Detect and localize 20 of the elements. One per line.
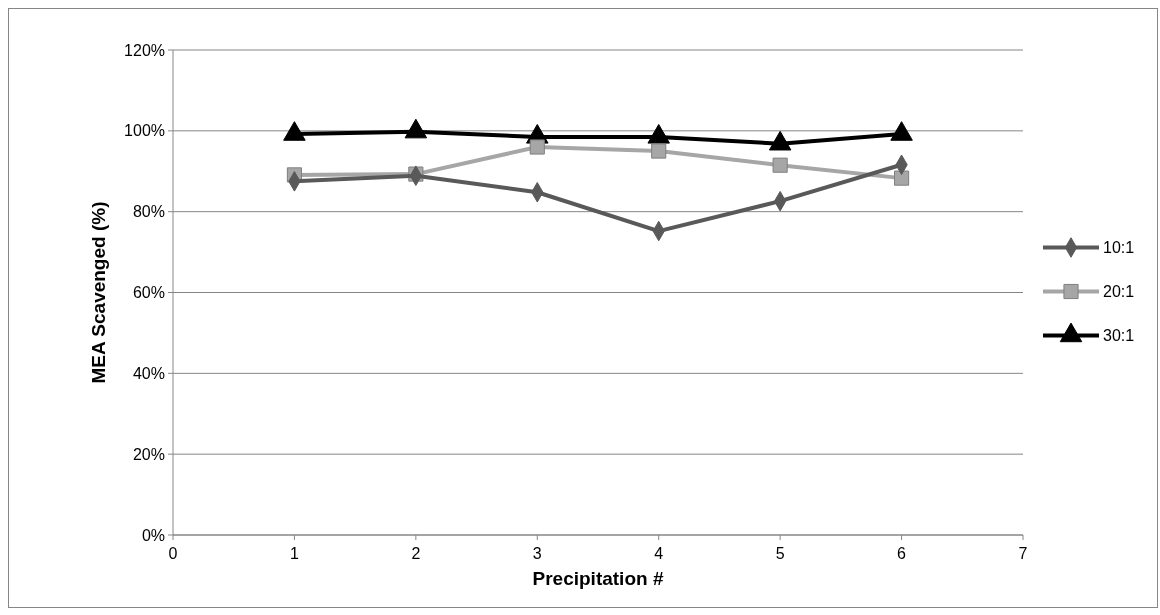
x-axis-title: Precipitation #	[532, 568, 664, 589]
x-tick-label: 4	[654, 545, 664, 562]
legend-label: 20:1	[1103, 283, 1135, 301]
x-tick-label: 3	[532, 545, 542, 562]
y-tick-label: 0%	[141, 526, 165, 544]
legend-label: 30:1	[1103, 327, 1135, 345]
x-tick-label: 2	[411, 545, 421, 562]
y-tick-label: 80%	[132, 203, 165, 221]
x-tick-label: 7	[1018, 545, 1028, 562]
y-tick-label: 40%	[132, 364, 165, 382]
legend-label: 10:1	[1103, 239, 1135, 257]
y-tick-label: 120%	[124, 41, 165, 59]
x-tick-label: 0	[168, 545, 178, 562]
y-axis-title: MEA Scavenged (%)	[88, 201, 109, 384]
y-tick-label: 100%	[124, 122, 165, 140]
x-tick-label: 5	[775, 545, 785, 562]
x-tick-label: 6	[897, 545, 907, 562]
y-tick-label: 20%	[132, 445, 165, 463]
x-tick-label: 1	[289, 545, 299, 562]
y-tick-label: 60%	[132, 284, 165, 302]
